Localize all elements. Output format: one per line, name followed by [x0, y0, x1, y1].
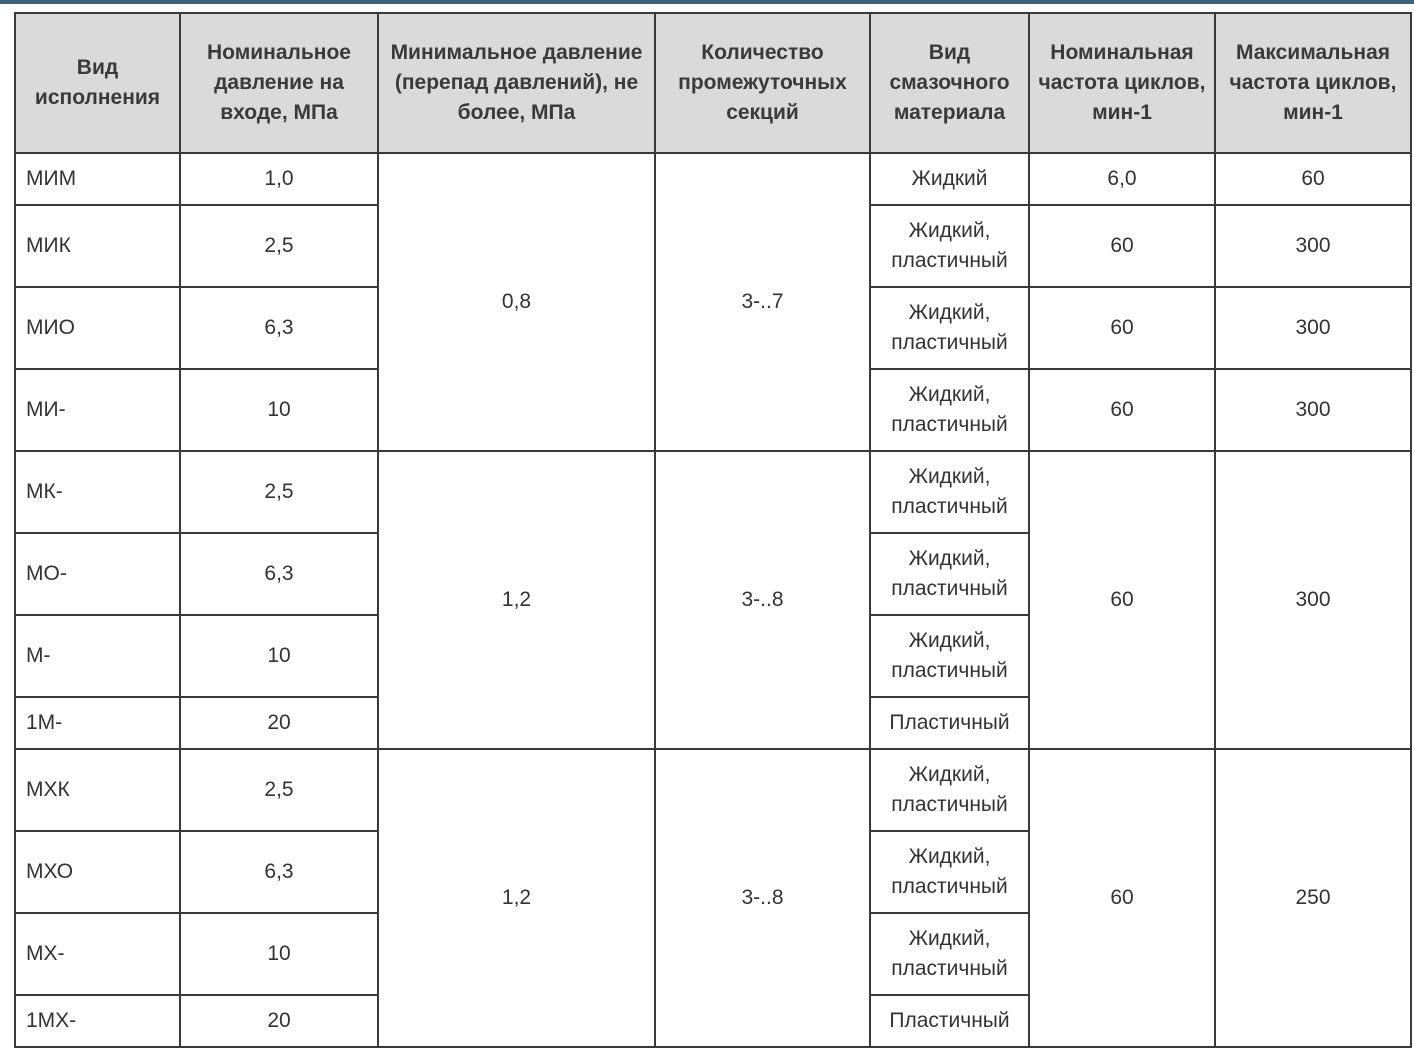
header-max-freq: Максимальная частота циклов, мин-1 [1214, 12, 1412, 154]
top-bar [0, 0, 1414, 4]
header-sections: Количество промежуточных секций [654, 12, 871, 154]
cell-lubricant: Жидкий, пластичный [869, 912, 1030, 996]
cell-pressure: 2,5 [179, 450, 379, 534]
cell-min-pressure: 0,8 [377, 152, 656, 452]
cell-pressure: 20 [179, 696, 379, 750]
specs-table: Вид исполнения Номинальное давление на в… [14, 12, 1412, 1048]
cell-nominal-freq: 60 [1028, 450, 1216, 750]
cell-type: МИМ [14, 152, 181, 206]
table-row: М- 10 Жидкий, пластичный [14, 614, 1411, 698]
cell-max-freq: 300 [1214, 286, 1412, 370]
table-row: МИ- 10 Жидкий, пластичный 60 300 [14, 368, 1412, 452]
cell-lubricant: Жидкий, пластичный [869, 532, 1030, 616]
header-pressure: Номинальное давление на входе, МПа [179, 12, 379, 154]
cell-type: МХК [14, 748, 181, 832]
cell-lubricant: Жидкий [869, 152, 1030, 206]
cell-sections: 3-..8 [654, 450, 871, 750]
cell-pressure: 10 [179, 614, 379, 698]
cell-type: МИ- [14, 368, 181, 452]
header-type: Вид исполнения [14, 12, 181, 154]
cell-pressure: 20 [179, 994, 379, 1048]
cell-lubricant: Пластичный [869, 994, 1030, 1048]
cell-nominal-freq: 60 [1028, 204, 1216, 288]
header-row: Вид исполнения Номинальное давление на в… [14, 12, 1412, 154]
cell-type: МИК [14, 204, 181, 288]
header-lubricant: Вид смазочного материала [869, 12, 1030, 154]
table-row: МК- 2,5 1,2 3-..8 Жидкий, пластичный 60 … [14, 450, 1412, 750]
cell-pressure: 10 [179, 912, 379, 996]
cell-pressure: 6,3 [179, 532, 379, 616]
cell-sections: 3-..7 [654, 152, 871, 452]
cell-type: МК- [14, 450, 181, 534]
cell-nominal-freq: 60 [1028, 748, 1216, 1048]
cell-pressure: 2,5 [179, 748, 379, 832]
cell-type: 1МХ- [14, 994, 181, 1048]
cell-nominal-freq: 6,0 [1028, 152, 1216, 206]
table-row: МХО 6,3 Жидкий, пластичный [14, 830, 1411, 914]
cell-type: 1М- [14, 696, 181, 750]
cell-max-freq: 300 [1214, 450, 1412, 750]
cell-pressure: 1,0 [179, 152, 379, 206]
cell-type: МО- [14, 532, 181, 616]
cell-nominal-freq: 60 [1028, 286, 1216, 370]
cell-pressure: 2,5 [179, 204, 379, 288]
cell-min-pressure: 1,2 [377, 450, 656, 750]
table-row: МХ- 10 Жидкий, пластичный [14, 912, 1411, 996]
cell-lubricant: Жидкий, пластичный [869, 830, 1030, 914]
cell-lubricant: Жидкий, пластичный [869, 450, 1030, 534]
cell-max-freq: 60 [1214, 152, 1412, 206]
cell-pressure: 10 [179, 368, 379, 452]
cell-lubricant: Жидкий, пластичный [869, 286, 1030, 370]
cell-type: МХО [14, 830, 181, 914]
cell-pressure: 6,3 [179, 286, 379, 370]
cell-max-freq: 300 [1214, 204, 1412, 288]
cell-min-pressure: 1,2 [377, 748, 656, 1048]
cell-type: М- [14, 614, 181, 698]
cell-lubricant: Жидкий, пластичный [869, 368, 1030, 452]
cell-sections: 3-..8 [654, 748, 871, 1048]
table-row: МИО 6,3 Жидкий, пластичный 60 300 [14, 286, 1412, 370]
table-row: 1М- 20 Пластичный [14, 696, 1411, 750]
table-row: МО- 6,3 Жидкий, пластичный [14, 532, 1411, 616]
cell-lubricant: Жидкий, пластичный [869, 614, 1030, 698]
cell-max-freq: 300 [1214, 368, 1412, 452]
cell-lubricant: Жидкий, пластичный [869, 748, 1030, 832]
cell-type: МИО [14, 286, 181, 370]
cell-nominal-freq: 60 [1028, 368, 1216, 452]
table-row: МИМ 1,0 0,8 3-..7 Жидкий 6,0 60 [14, 152, 1412, 452]
cell-pressure: 6,3 [179, 830, 379, 914]
table-row: МХК 2,5 1,2 3-..8 Жидкий, пластичный 60 … [14, 748, 1412, 1048]
header-min-pressure: Минимальное давление (перепад давлений),… [377, 12, 656, 154]
cell-type: МХ- [14, 912, 181, 996]
cell-lubricant: Жидкий, пластичный [869, 204, 1030, 288]
header-nominal-freq: Номинальная частота циклов, мин-1 [1028, 12, 1216, 154]
cell-max-freq: 250 [1214, 748, 1412, 1048]
table-row: МИК 2,5 Жидкий, пластичный 60 300 [14, 204, 1412, 288]
cell-lubricant: Пластичный [869, 696, 1030, 750]
